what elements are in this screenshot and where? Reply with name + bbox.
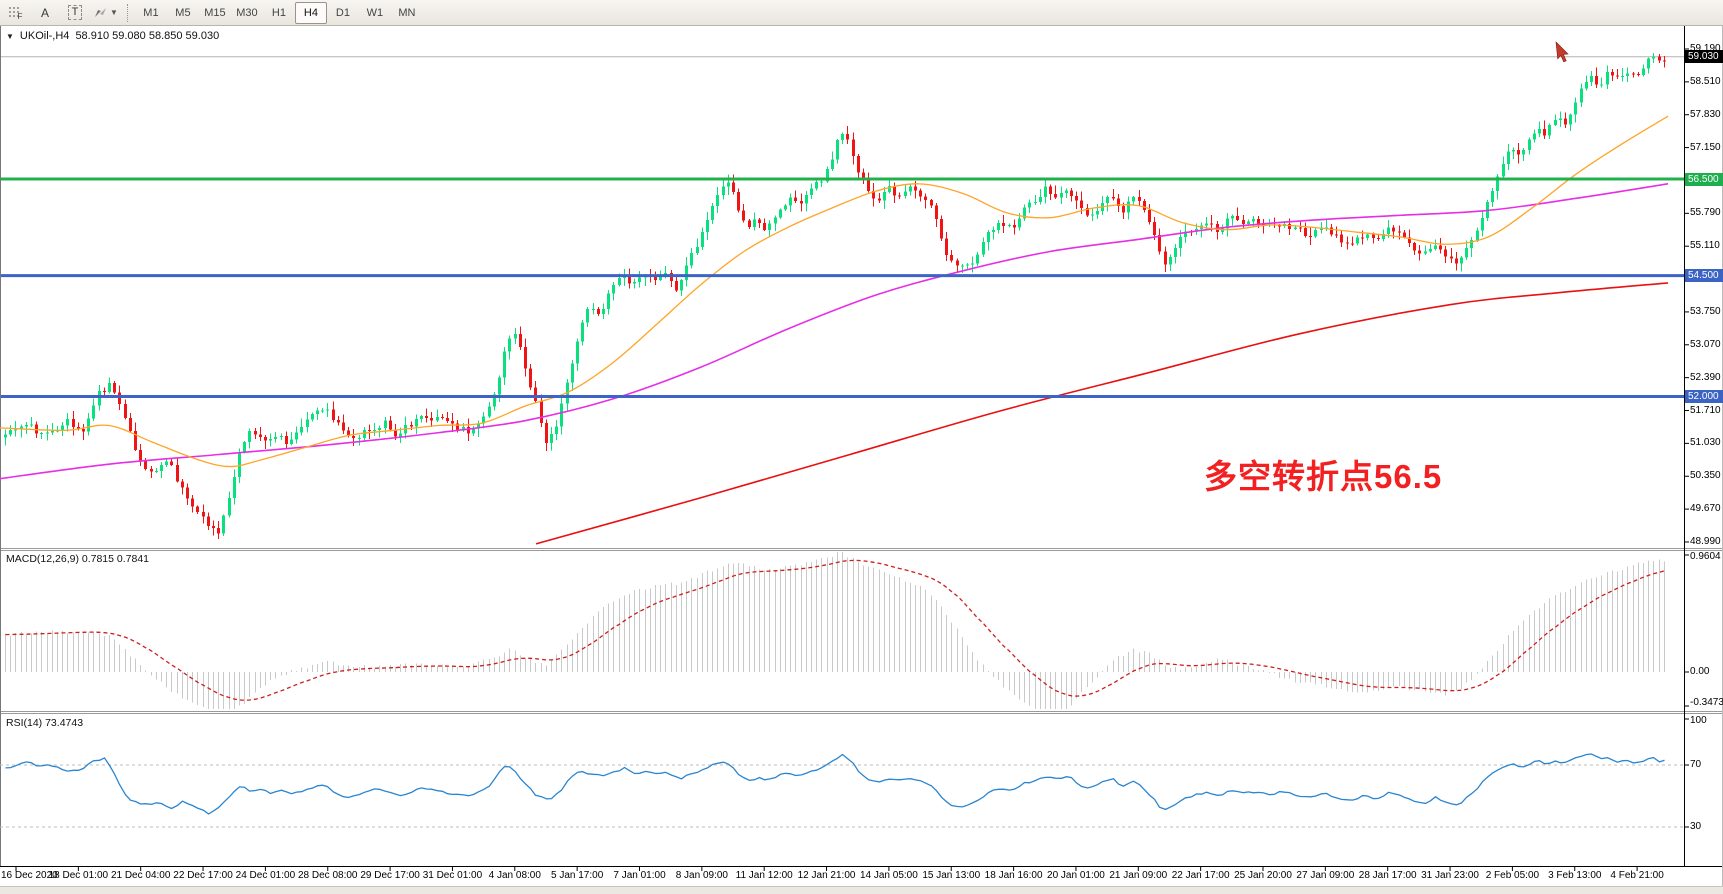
timeframe-button-d1[interactable]: D1 xyxy=(335,6,350,19)
annotation-text: 多空转折点56.5 xyxy=(1204,458,1443,495)
date-tick-label: 25 Jan 20:00 xyxy=(1234,870,1292,881)
rsi-tick-label: 70 xyxy=(1690,759,1702,770)
price-badge: 52.000 xyxy=(1685,389,1723,403)
rsi-tick-label: 30 xyxy=(1690,821,1702,832)
date-tick-label: 21 Dec 04:00 xyxy=(110,870,171,881)
price-badge: 59.030 xyxy=(1685,50,1723,64)
timeframe-group: M1 M5 M15 M30 H1 H4 D1 W1 MN xyxy=(135,1,423,24)
price-tick-label: 53.750 xyxy=(1690,305,1721,317)
cursor-arrow-icon xyxy=(1555,41,1569,63)
date-tick-label: 4 Feb 21:00 xyxy=(1610,870,1664,881)
macd-histogram xyxy=(5,552,1665,709)
price-tick-label: 55.110 xyxy=(1690,240,1720,252)
chevron-down-icon: ▼ xyxy=(110,8,118,17)
bottom-strip xyxy=(0,886,1723,894)
f-label: F xyxy=(17,12,23,21)
timeframe-button-m1[interactable]: M1 xyxy=(143,6,159,19)
chart-title: ▼ UKOil-,H4 58.910 59.080 58.850 59.030 xyxy=(6,30,219,42)
date-tick-label: 14 Jan 05:00 xyxy=(859,870,918,881)
ohlc-quote-label: 58.910 59.080 58.850 59.030 xyxy=(75,30,220,42)
timeframe-button-w1[interactable]: W1 xyxy=(366,6,384,19)
price-tick-label: 59.190 xyxy=(1690,43,1721,54)
t-icon: T xyxy=(67,5,83,20)
date-tick-label: 18 Jan 16:00 xyxy=(984,870,1043,881)
date-tick-label: 21 Jan 09:00 xyxy=(1109,870,1168,881)
date-tick-label: 12 Jan 21:00 xyxy=(797,870,856,881)
date-tick-label: 20 Jan 01:00 xyxy=(1047,870,1105,881)
date-tick-label: 18 Dec 01:00 xyxy=(48,870,109,881)
symbol-period-label: UKOil-,H4 xyxy=(19,30,70,42)
toolbar: F A T ▼ M1 M5 M15 M30 H1 H4 D1 W1 MN xyxy=(0,0,1723,26)
price-tick-label: 49.670 xyxy=(1690,503,1721,515)
price-tick-label: 50.350 xyxy=(1690,470,1721,482)
toolbar-separator xyxy=(126,3,129,22)
macd-tick-label: -0.3473 xyxy=(1690,697,1723,708)
rsi-indicator-label: RSI(14) 73.4743 xyxy=(6,717,84,729)
price-badge: 54.500 xyxy=(1685,269,1723,283)
price-tick-label: 51.030 xyxy=(1690,437,1721,449)
date-tick-label: 2 Feb 05:00 xyxy=(1485,870,1540,881)
date-tick-label: 8 Jan 09:00 xyxy=(675,870,728,881)
text-box-button[interactable]: T xyxy=(62,2,88,24)
rsi-tick-label: 100 xyxy=(1690,715,1707,726)
date-tick-label: 24 Dec 01:00 xyxy=(235,870,296,881)
date-tick-label: 15 Jan 13:00 xyxy=(922,870,981,881)
date-tick-label: 27 Jan 09:00 xyxy=(1296,870,1355,881)
price-tick-label: 52.390 xyxy=(1690,371,1721,383)
date-tick-label: 5 Jan 17:00 xyxy=(551,870,604,881)
price-badge: 56.500 xyxy=(1685,172,1723,186)
text-label-button[interactable]: A xyxy=(32,2,58,24)
price-tick-label: 48.990 xyxy=(1690,535,1721,547)
price-tick-label: 57.830 xyxy=(1690,108,1721,120)
date-tick-label: 11 Jan 12:00 xyxy=(735,870,793,881)
a-icon: A xyxy=(40,5,49,20)
date-tick-label: 7 Jan 01:00 xyxy=(613,870,666,881)
date-tick-label: 22 Jan 17:00 xyxy=(1171,870,1230,881)
dot-grid-icon xyxy=(8,7,19,17)
timeframe-button-m30[interactable]: M30 xyxy=(236,6,258,19)
price-tick-label: 51.710 xyxy=(1690,404,1721,416)
macd-indicator-label: MACD(12,26,9) 0.7815 0.7841 xyxy=(6,553,150,565)
date-tick-label: 28 Jan 17:00 xyxy=(1358,870,1417,881)
macd-tick-label: 0.00 xyxy=(1690,666,1710,677)
date-tick-label: 31 Jan 23:00 xyxy=(1421,870,1479,881)
date-tick-label: 28 Dec 08:00 xyxy=(298,870,358,881)
date-tick-label: 31 Dec 01:00 xyxy=(422,870,483,881)
price-tick-label: 55.790 xyxy=(1690,207,1721,219)
date-tick-label: 3 Feb 13:00 xyxy=(1548,870,1602,881)
price-tick-label: 57.150 xyxy=(1690,141,1721,153)
timeframe-button-m15[interactable]: M15 xyxy=(204,6,226,19)
collapse-triangle-icon[interactable]: ▼ xyxy=(6,31,14,41)
timeframe-button-h1[interactable]: H1 xyxy=(271,6,286,19)
timeframe-button-m5[interactable]: M5 xyxy=(175,6,191,19)
shapes-icon xyxy=(95,8,106,17)
date-tick-label: 22 Dec 17:00 xyxy=(173,870,233,881)
date-tick-label: 4 Jan 08:00 xyxy=(488,870,541,881)
date-tick-label: 29 Dec 17:00 xyxy=(360,870,420,881)
price-tick-label: 53.070 xyxy=(1690,338,1721,350)
indicator-grid-f-button[interactable]: F xyxy=(2,2,28,24)
price-tick-label: 58.510 xyxy=(1690,75,1721,87)
timeframe-button-mn[interactable]: MN xyxy=(398,6,416,19)
date-tick-label: 16 Dec 2020 xyxy=(1,870,58,881)
candles xyxy=(4,53,1666,539)
macd-tick-label: 0.9604 xyxy=(1690,551,1721,562)
timeframe-button-h4[interactable]: H4 xyxy=(294,1,327,24)
draw-tools-button[interactable]: ▼ xyxy=(92,2,119,24)
